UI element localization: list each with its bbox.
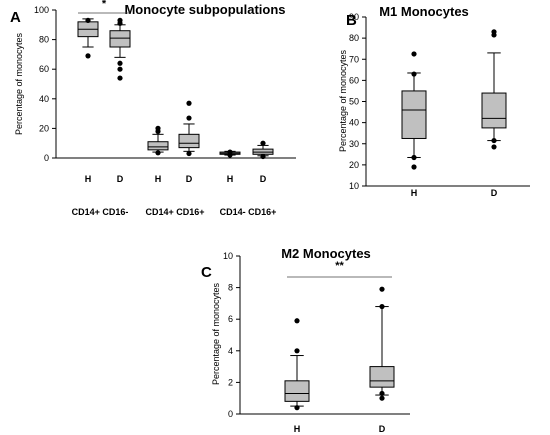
chart-title: M2 Monocytes <box>281 246 371 261</box>
y-tick-label: 40 <box>39 94 49 104</box>
box-1 <box>284 318 310 411</box>
outlier-point <box>155 128 161 134</box>
y-tick-label: 4 <box>228 346 233 356</box>
outlier-point <box>411 71 417 77</box>
box-body <box>481 92 507 129</box>
y-tick-label: 6 <box>228 314 233 324</box>
outlier-point <box>117 66 123 72</box>
y-tick-label: 20 <box>349 160 359 170</box>
y-tick-label: 10 <box>223 251 233 261</box>
outlier-point <box>85 17 91 23</box>
chart-title: M1 Monocytes <box>379 4 469 19</box>
outlier-point <box>227 152 233 158</box>
box-2 <box>481 29 507 150</box>
x-category-label: D <box>260 174 267 184</box>
y-tick-label: 40 <box>349 118 359 128</box>
box-body <box>369 366 395 388</box>
box-body <box>401 90 427 139</box>
box-4 <box>178 100 200 157</box>
y-tick-label: 8 <box>228 283 233 293</box>
outlier-point <box>117 20 123 26</box>
significance-marker: ** <box>335 260 344 272</box>
x-category-label: H <box>227 174 234 184</box>
x-category-label: D <box>379 424 386 434</box>
box-6 <box>252 140 274 160</box>
y-tick-label: 60 <box>39 64 49 74</box>
y-axis-label: Percentage of monocytes <box>211 282 221 385</box>
outlier-point <box>294 318 300 324</box>
x-category-label: D <box>117 174 124 184</box>
panel-letter: B <box>346 12 357 29</box>
y-tick-label: 30 <box>349 139 359 149</box>
group-label: CD14+ CD16- <box>72 207 129 217</box>
outlier-point <box>294 348 300 354</box>
group-label: CD14+ CD16+ <box>145 207 204 217</box>
y-tick-label: 2 <box>228 377 233 387</box>
outlier-point <box>411 164 417 170</box>
outlier-point <box>155 150 161 156</box>
x-category-label: H <box>155 174 162 184</box>
panel-letter: C <box>201 264 212 281</box>
box-2 <box>109 17 131 81</box>
y-tick-label: 80 <box>349 33 359 43</box>
box-body <box>284 380 310 402</box>
box-2 <box>369 286 395 401</box>
outlier-point <box>85 53 91 59</box>
y-axis-label: Percentage of monocytes <box>14 32 24 135</box>
chart-panel-b: B M1 Monocytes 10 20 30 40 50 60 70 80 90 Percentag… <box>338 4 530 198</box>
outlier-point <box>411 51 417 57</box>
outlier-point <box>491 32 497 38</box>
y-tick-label: 90 <box>349 12 359 22</box>
x-category-label: H <box>85 174 92 184</box>
outlier-point <box>379 303 385 310</box>
y-tick-label: 10 <box>349 181 359 191</box>
y-tick-label: 0 <box>44 153 49 163</box>
box-1 <box>77 17 99 59</box>
outlier-point <box>491 137 497 144</box>
y-tick-label: 70 <box>349 54 359 64</box>
chart-title: Monocyte subpopulations <box>124 2 285 17</box>
chart-panel-c: C M2 Monocytes 0 2 4 6 8 10 Percentage of monocy… <box>201 246 410 434</box>
outlier-point <box>379 395 385 401</box>
outlier-point <box>117 60 123 66</box>
outlier-point <box>379 286 385 292</box>
x-category-label: H <box>411 188 418 198</box>
outlier-point <box>411 154 417 161</box>
y-tick-label: 0 <box>228 409 233 419</box>
outlier-point <box>260 153 266 160</box>
outlier-point <box>260 140 266 146</box>
box-3 <box>147 125 169 156</box>
box-1 <box>401 51 427 170</box>
outlier-point <box>379 390 385 397</box>
outlier-point <box>186 100 192 106</box>
box-body <box>178 133 200 149</box>
x-category-label: D <box>491 188 498 198</box>
significance-marker: * <box>102 0 107 10</box>
box-body <box>109 30 131 48</box>
chart-panel-a: A Monocyte subpopulations 0 20 40 60 80 100 Perc… <box>10 0 296 217</box>
outlier-point <box>186 150 192 157</box>
outlier-point <box>117 75 123 81</box>
y-axis-label: Percentage of monocytes <box>338 49 348 152</box>
y-tick-label: 100 <box>34 5 49 15</box>
y-tick-label: 60 <box>349 75 359 85</box>
y-tick-label: 20 <box>39 123 49 133</box>
box-body <box>147 141 169 151</box>
group-label: CD14- CD16+ <box>220 207 277 217</box>
x-category-label: D <box>186 174 193 184</box>
x-category-label: H <box>294 424 301 434</box>
y-tick-label: 80 <box>39 35 49 45</box>
outlier-point <box>294 405 300 411</box>
outlier-point <box>186 115 192 121</box>
panel-letter: A <box>10 9 21 26</box>
box-5 <box>219 149 241 158</box>
outlier-point <box>491 144 497 150</box>
y-tick-label: 50 <box>349 97 359 107</box>
